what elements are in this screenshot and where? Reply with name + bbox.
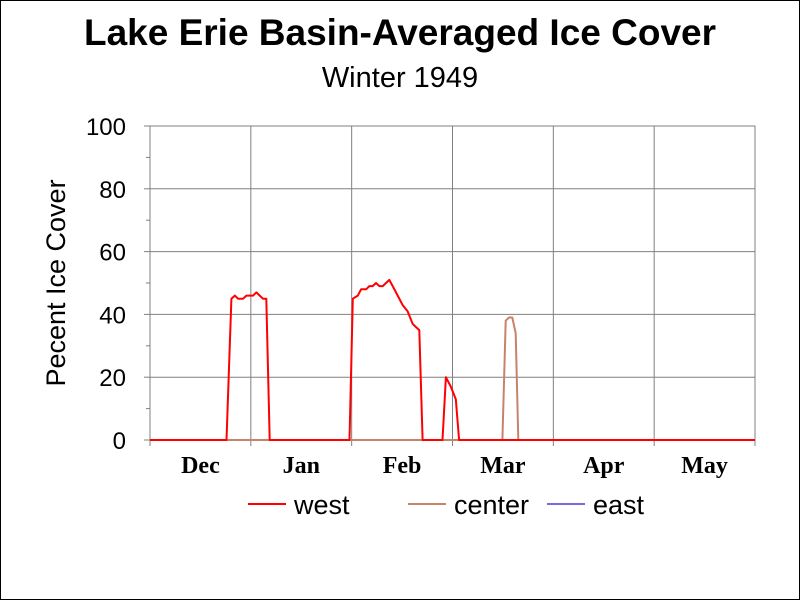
y-tick-label: 60	[99, 240, 126, 267]
x-tick-label: Feb	[383, 453, 422, 479]
x-tick-label: Mar	[480, 453, 526, 479]
legend: west center east	[248, 490, 645, 520]
chart-subtitle: Winter 1949	[321, 62, 479, 94]
y-tick-label: 0	[113, 428, 126, 455]
y-tick-labels: 0 20 40 60 80 100	[86, 114, 126, 455]
x-tick-label: May	[681, 453, 728, 479]
legend-label-east: east	[593, 490, 645, 520]
x-tick-labels: Dec Jan Feb Mar Apr May	[181, 453, 728, 479]
legend-label-west: west	[293, 490, 350, 520]
y-tick-label: 100	[86, 114, 126, 141]
x-tick-label: Apr	[583, 453, 625, 479]
y-tick-label: 20	[99, 365, 126, 392]
series-line-center	[150, 316, 755, 441]
y-tick-label: 80	[99, 177, 126, 204]
y-axis-label: Pecent Ice Cover	[41, 179, 71, 386]
x-tick-label: Dec	[181, 453, 220, 479]
legend-label-center: center	[454, 490, 529, 520]
series-lines	[150, 278, 755, 441]
series-line-west	[150, 278, 755, 441]
y-tick-label: 40	[99, 302, 126, 329]
x-tick-label: Jan	[283, 453, 320, 479]
chart-title: Lake Erie Basin-Averaged Ice Cover	[83, 12, 717, 53]
